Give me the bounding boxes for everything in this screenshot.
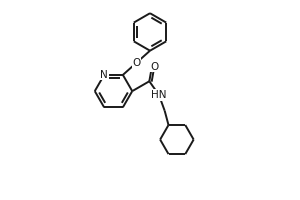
Text: HN: HN [151,90,167,100]
Text: O: O [132,58,141,68]
Text: N: N [100,70,108,80]
Text: O: O [150,62,158,72]
